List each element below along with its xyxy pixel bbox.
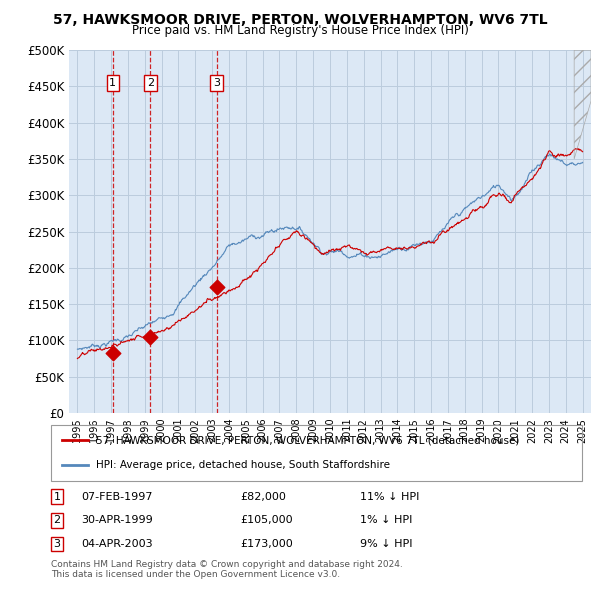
- Text: 1: 1: [109, 78, 116, 88]
- Text: Contains HM Land Registry data © Crown copyright and database right 2024.: Contains HM Land Registry data © Crown c…: [51, 560, 403, 569]
- Text: 04-APR-2003: 04-APR-2003: [81, 539, 152, 549]
- Point: [108, 349, 118, 358]
- Text: 2: 2: [53, 516, 61, 525]
- Text: £105,000: £105,000: [240, 516, 293, 525]
- Text: 11% ↓ HPI: 11% ↓ HPI: [360, 492, 419, 502]
- Text: 57, HAWKSMOOR DRIVE, PERTON, WOLVERHAMPTON, WV6 7TL (detached house): 57, HAWKSMOOR DRIVE, PERTON, WOLVERHAMPT…: [96, 435, 520, 445]
- Text: 3: 3: [213, 78, 220, 88]
- Text: This data is licensed under the Open Government Licence v3.0.: This data is licensed under the Open Gov…: [51, 571, 340, 579]
- Text: 30-APR-1999: 30-APR-1999: [81, 516, 153, 525]
- Text: £173,000: £173,000: [240, 539, 293, 549]
- Text: 2: 2: [147, 78, 154, 88]
- Point: [146, 332, 155, 342]
- Text: Price paid vs. HM Land Registry's House Price Index (HPI): Price paid vs. HM Land Registry's House …: [131, 24, 469, 37]
- Text: 1% ↓ HPI: 1% ↓ HPI: [360, 516, 412, 525]
- Text: 3: 3: [53, 539, 61, 549]
- Text: 1: 1: [53, 492, 61, 502]
- Text: 57, HAWKSMOOR DRIVE, PERTON, WOLVERHAMPTON, WV6 7TL: 57, HAWKSMOOR DRIVE, PERTON, WOLVERHAMPT…: [53, 13, 547, 27]
- Point: [212, 283, 221, 292]
- Text: 07-FEB-1997: 07-FEB-1997: [81, 492, 152, 502]
- Text: £82,000: £82,000: [240, 492, 286, 502]
- Text: HPI: Average price, detached house, South Staffordshire: HPI: Average price, detached house, Sout…: [96, 460, 390, 470]
- Text: 9% ↓ HPI: 9% ↓ HPI: [360, 539, 413, 549]
